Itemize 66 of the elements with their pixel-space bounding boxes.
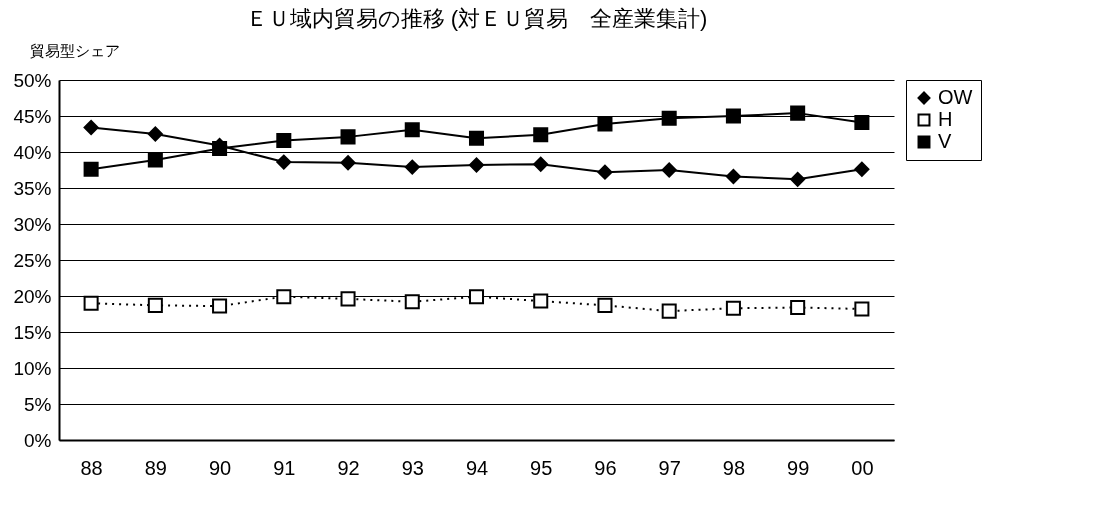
point [854,301,870,317]
y-tick-label: 10% [13,357,52,379]
x-tick-label: 95 [530,456,553,479]
point [597,297,613,313]
x-tick-label: 91 [273,456,296,479]
point [468,130,485,146]
x-tick-label: 89 [144,456,167,479]
point [725,168,741,184]
y-tick-label: 45% [13,105,52,127]
point [854,161,870,177]
legend-label: OW [938,86,973,108]
point [404,159,420,175]
point [147,126,163,142]
x-tick-label: 88 [80,456,103,479]
point [533,156,549,172]
legend-label: H [938,108,953,130]
x-tick-label: 00 [851,456,874,479]
y-tick-label: 5% [24,393,52,415]
point [147,152,163,168]
point [212,298,228,314]
point [661,162,677,178]
x-tick-label: 93 [401,456,424,479]
point [276,154,292,170]
point [533,293,549,309]
chart-title: ＥＵ域内貿易の推移 (対ＥＵ貿易 全産業集計) [245,6,708,31]
point [661,110,677,126]
legend-label: V [938,130,952,152]
x-tick-label: 98 [722,456,746,479]
x-tick-label: 97 [658,456,681,479]
point [83,161,99,177]
point [340,155,356,171]
point [276,132,292,148]
point [404,294,420,310]
point [597,164,613,180]
point [790,300,806,316]
point [83,295,99,311]
x-tick-label: 92 [337,456,360,479]
point [533,127,549,143]
point [83,120,99,136]
point [468,157,485,173]
x-tick-label: 99 [787,456,810,479]
y-tick-label: 40% [13,141,52,163]
point [790,171,806,187]
x-tick-label: 94 [465,456,489,479]
point [276,289,292,305]
y-axis-title: 貿易型シェア [29,41,120,59]
x-tick-label: 96 [594,456,617,479]
y-tick-label: 30% [13,213,52,235]
point [147,297,163,313]
point [661,303,677,319]
y-tick-label: 20% [13,285,52,307]
y-tick-label: 50% [13,69,52,91]
point [725,108,741,124]
y-tick-label: 35% [13,177,52,199]
point [597,116,613,132]
point [340,291,356,307]
point [340,129,356,145]
y-tick-label: 25% [13,249,52,271]
point [725,300,741,316]
point [404,122,420,138]
point [790,105,806,121]
point [468,289,485,305]
y-tick-label: 15% [13,321,52,343]
point [854,114,870,130]
y-tick-label: 0% [24,429,52,451]
x-tick-label: 90 [208,456,232,479]
